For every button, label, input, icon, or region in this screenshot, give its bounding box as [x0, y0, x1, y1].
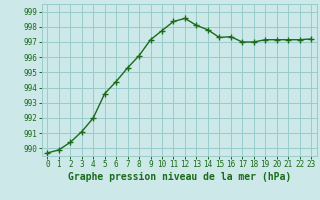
X-axis label: Graphe pression niveau de la mer (hPa): Graphe pression niveau de la mer (hPa): [68, 172, 291, 182]
